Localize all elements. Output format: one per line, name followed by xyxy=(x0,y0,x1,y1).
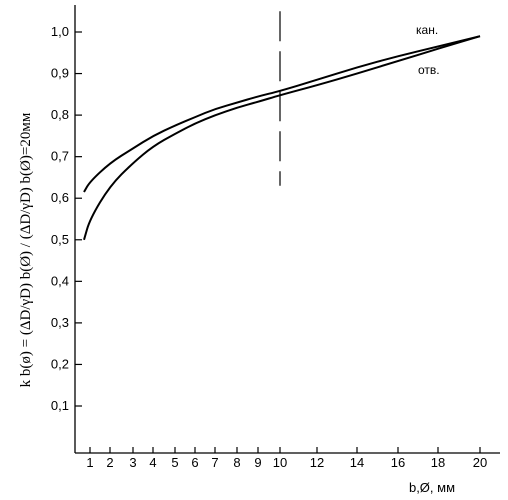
x-tick-label: 7 xyxy=(211,455,218,470)
x-tick-label: 10 xyxy=(273,455,287,470)
y-tick-label: 0,3 xyxy=(51,315,69,330)
y-tick-label: 0,5 xyxy=(51,232,69,247)
x-tick-label: 20 xyxy=(473,455,487,470)
x-tick-label: 16 xyxy=(391,455,405,470)
x-tick-label: 2 xyxy=(106,455,113,470)
y-tick-label: 0,8 xyxy=(51,107,69,122)
x-axis-title: b,Ø, мм xyxy=(409,480,455,495)
x-tick-label: 5 xyxy=(171,455,178,470)
x-tick-label: 6 xyxy=(191,455,198,470)
y-tick-label: 1,0 xyxy=(51,24,69,39)
x-tick-label: 4 xyxy=(149,455,156,470)
y-tick-label: 0,2 xyxy=(51,356,69,371)
x-tick-label: 18 xyxy=(431,455,445,470)
series-label-otv: отв. xyxy=(418,63,440,77)
series-line-kan xyxy=(84,36,480,192)
ticks: 0,10,20,30,40,50,60,70,80,91,01234567891… xyxy=(51,11,487,470)
y-tick-label: 0,6 xyxy=(51,190,69,205)
y-tick-label: 0,1 xyxy=(51,398,69,413)
x-tick-label: 1 xyxy=(86,455,93,470)
x-tick-label: 12 xyxy=(310,455,324,470)
series-label-kan: кан. xyxy=(416,23,438,37)
x-tick-label: 14 xyxy=(350,455,364,470)
x-tick-label: 9 xyxy=(254,455,261,470)
y-tick-label: 0,7 xyxy=(51,149,69,164)
x-tick-label: 3 xyxy=(129,455,136,470)
y-tick-label: 0,9 xyxy=(51,66,69,81)
y-tick-label: 0,4 xyxy=(51,273,69,288)
y-axis-title: k b(ø) = (ΔD/γD) b(Ø) / (ΔD/γD) b(Ø)=20м… xyxy=(18,112,34,387)
x-tick-label: 8 xyxy=(233,455,240,470)
